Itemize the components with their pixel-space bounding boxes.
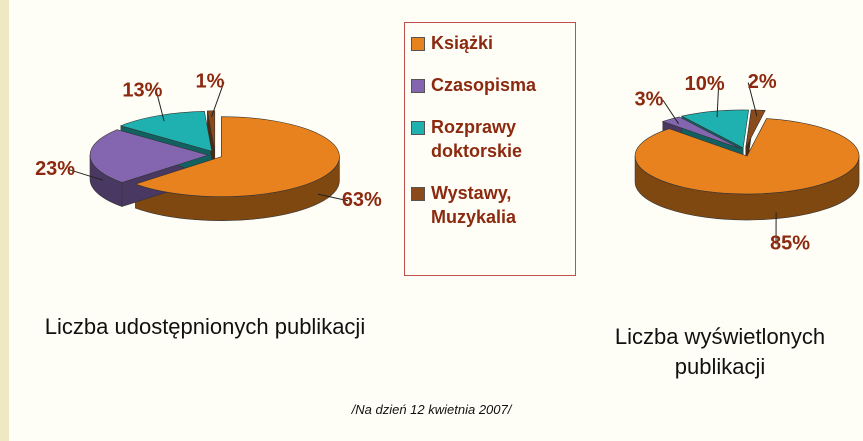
legend-item: Książki xyxy=(411,31,569,55)
legend-item: Wystawy, Muzykalia xyxy=(411,181,569,229)
chart-title: Liczba wyświetlonych publikacji xyxy=(614,324,826,379)
legend-swatch xyxy=(411,121,425,135)
pie-slice xyxy=(634,118,860,195)
value-label: 63% xyxy=(342,189,382,211)
value-label: 23% xyxy=(35,158,75,180)
value-label: 1% xyxy=(196,70,225,92)
pie-slice xyxy=(745,109,766,148)
legend-item: Czasopisma xyxy=(411,73,569,97)
legend-swatch xyxy=(411,187,425,201)
leader-line xyxy=(747,82,758,117)
footnote: /Na dzień 12 kwietnia 2007/ xyxy=(351,402,512,417)
legend: Książki Czasopisma Rozprawy doktorskie Wyst… xyxy=(404,22,576,276)
leader-line xyxy=(211,81,225,118)
pie-slice xyxy=(661,116,741,150)
chart-title: Liczba udostępnionych publikacji xyxy=(44,314,366,339)
value-label: 85% xyxy=(770,233,810,255)
pie-slice xyxy=(134,116,340,197)
legend-label: Książki xyxy=(431,33,494,53)
legend-item: Rozprawy doktorskie xyxy=(411,115,569,163)
pie-slice xyxy=(89,129,210,183)
legend-label: Rozprawy doktorskie xyxy=(431,117,523,161)
legend-swatch xyxy=(411,37,425,51)
value-label: 2% xyxy=(748,71,777,93)
pie-slice xyxy=(119,111,213,152)
pie-slice xyxy=(207,110,216,151)
value-label: 3% xyxy=(634,88,663,110)
pie-slice xyxy=(680,109,749,149)
leader-line xyxy=(662,99,680,125)
leader-line xyxy=(68,169,104,181)
value-label: 10% xyxy=(685,73,725,95)
leader-line xyxy=(317,193,348,202)
legend-label: Wystawy, Muzykalia xyxy=(431,183,517,227)
leader-line xyxy=(716,84,720,118)
leader-line xyxy=(155,91,165,122)
edge-strip xyxy=(0,0,9,441)
value-label: 13% xyxy=(122,80,162,102)
legend-label: Czasopisma xyxy=(431,75,537,95)
legend-swatch xyxy=(411,79,425,93)
